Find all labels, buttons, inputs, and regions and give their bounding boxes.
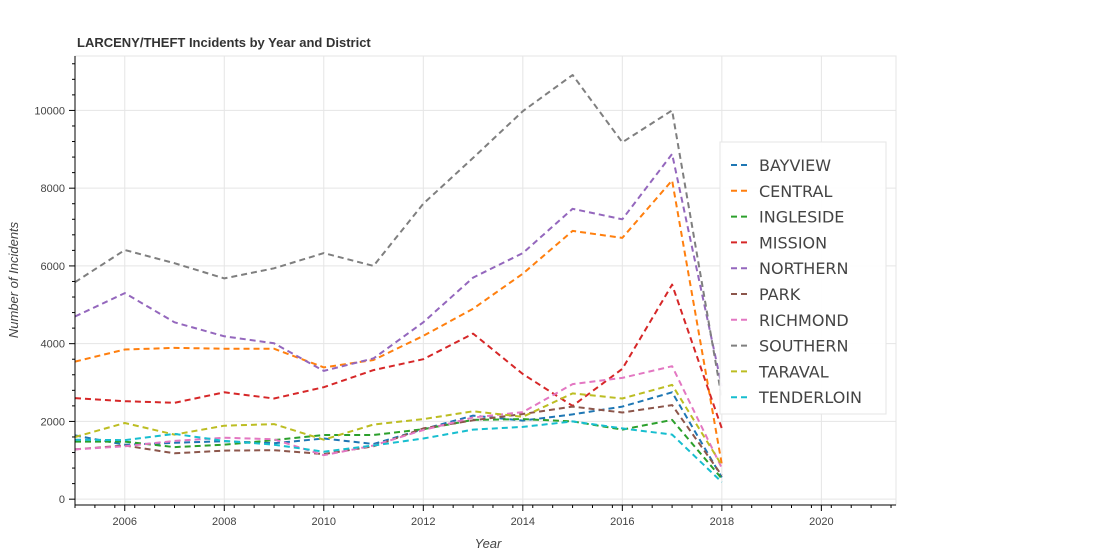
legend-label-ingleside: INGLESIDE <box>759 208 844 227</box>
x-axis-label: Year <box>475 536 502 551</box>
x-tick-label: 2012 <box>411 516 435 528</box>
y-axis-ticks: 0 2000 4000 6000 8000 10000 <box>34 63 75 506</box>
y-tick-label: 0 <box>59 494 65 506</box>
series-line-northern <box>74 153 723 387</box>
series-line-tenderloin <box>74 420 723 483</box>
series-layer <box>74 74 723 483</box>
legend-label-richmond: RICHMOND <box>759 311 849 330</box>
series-line-central <box>74 179 723 465</box>
x-tick-label: 2006 <box>113 516 137 528</box>
legend-label-taraval: TARAVAL <box>758 362 829 381</box>
series-line-park <box>74 404 723 477</box>
y-tick-label: 4000 <box>41 339 65 351</box>
x-tick-label: 2010 <box>312 516 336 528</box>
x-tick-label: 2016 <box>610 516 634 528</box>
legend-label-mission: MISSION <box>759 233 827 252</box>
legend-label-central: CENTRAL <box>759 182 832 201</box>
x-tick-label: 2020 <box>809 516 833 528</box>
legend-box <box>719 141 887 415</box>
x-tick-label: 2018 <box>710 516 734 528</box>
legend: BAYVIEW CENTRAL INGLESIDE MISSION NORTHERN PA… <box>719 141 887 415</box>
series-line-richmond <box>74 365 723 469</box>
y-tick-label: 2000 <box>41 416 65 428</box>
x-tick-label: 2008 <box>212 516 236 528</box>
legend-label-park: PARK <box>759 285 801 304</box>
y-tick-label: 6000 <box>41 261 65 273</box>
legend-label-northern: NORTHERN <box>759 259 849 278</box>
x-tick-label: 2014 <box>511 516 535 528</box>
series-line-southern <box>74 74 723 399</box>
y-axis-label: Number of Incidents <box>6 221 21 338</box>
x-gridlines <box>124 56 822 505</box>
axes <box>74 56 896 506</box>
chart-title: LARCENY/THEFT Incidents by Year and Dist… <box>77 35 371 50</box>
series-line-bayview <box>74 391 723 478</box>
legend-label-tenderloin: TENDERLOIN <box>758 388 862 407</box>
y-tick-label: 8000 <box>41 183 65 195</box>
legend-label-bayview: BAYVIEW <box>759 156 831 175</box>
y-tick-label: 10000 <box>34 105 65 117</box>
x-axis-ticks: 2006 2008 2010 2012 2014 2016 2018 2020 <box>74 505 892 528</box>
series-line-taraval <box>74 383 723 466</box>
legend-label-southern: SOUTHERN <box>759 337 848 356</box>
